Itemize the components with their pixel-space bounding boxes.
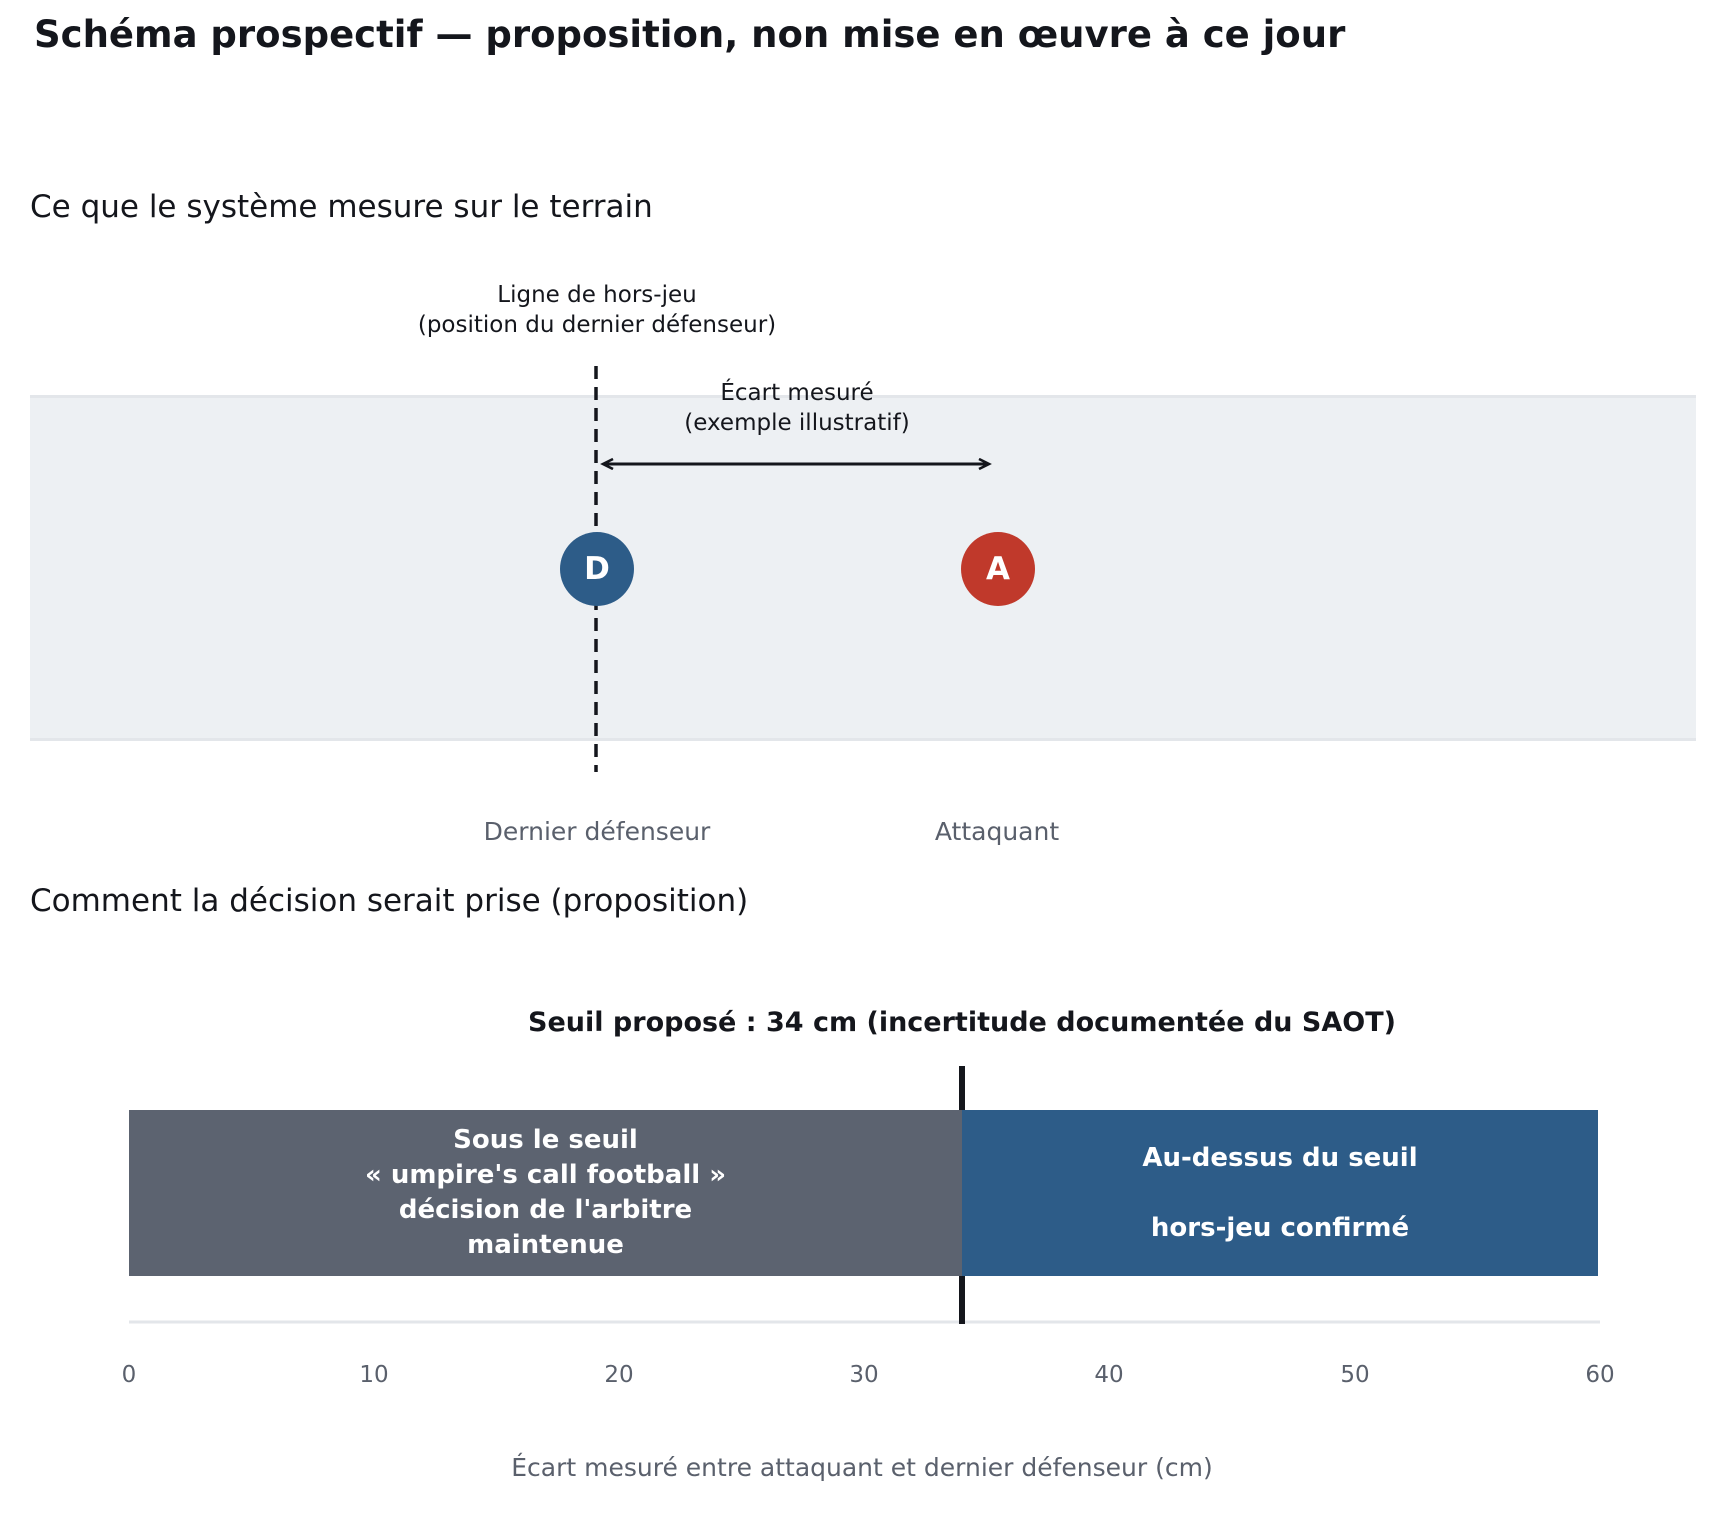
zone-below-line2: « umpire's call football » — [364, 1160, 727, 1190]
x-tick-label: 50 — [1340, 1362, 1370, 1388]
zone-below-line1: Sous le seuil — [453, 1125, 638, 1155]
offside-line-label: Ligne de hors-jeu (position du dernier d… — [418, 280, 776, 340]
x-tick-label: 60 — [1585, 1362, 1615, 1388]
x-tick-label: 0 — [121, 1362, 137, 1388]
decision-section-heading: Comment la décision serait prise (propos… — [30, 883, 749, 919]
x-tick-label: 40 — [1094, 1362, 1124, 1388]
gap-label-line1: Écart mesuré — [720, 380, 874, 406]
offside-line-label-line2: (position du dernier défenseur) — [417, 312, 777, 338]
x-tick-label: 10 — [359, 1362, 389, 1388]
zone-below-line3: décision de l'arbitre — [398, 1195, 693, 1225]
x-tick-label: 30 — [849, 1362, 879, 1388]
zone-above-line2: hors-jeu confirmé — [1150, 1212, 1410, 1243]
offside-line-label-line1: Ligne de hors-jeu — [497, 282, 697, 308]
defender-marker: D — [560, 532, 634, 606]
pitch-strip — [30, 395, 1696, 741]
x-axis-label: Écart mesuré entre attaquant et dernier … — [511, 1453, 1213, 1482]
attacker-marker: A — [961, 532, 1035, 606]
attacker-label: Attaquant — [934, 817, 1060, 846]
gap-label-line2: (exemple illustratif) — [684, 410, 910, 436]
x-tick-label: 20 — [604, 1362, 634, 1388]
zone-below-line4: maintenue — [467, 1230, 624, 1260]
zone-above-line1: Au-dessus du seuil — [1142, 1142, 1418, 1173]
threshold-title: Seuil proposé : 34 cm (incertitude docum… — [528, 1007, 1396, 1038]
zone-above-threshold: Au-dessus du seuil hors-jeu confirmé — [962, 1110, 1598, 1276]
gap-label: Écart mesuré (exemple illustratif) — [684, 378, 909, 438]
defender-label: Dernier défenseur — [483, 817, 711, 846]
field-section-heading: Ce que le système mesure sur le terrain — [30, 189, 653, 225]
page-title: Schéma prospectif — proposition, non mis… — [34, 13, 1346, 56]
zone-below-threshold: Sous le seuil « umpire's call football »… — [129, 1110, 962, 1276]
